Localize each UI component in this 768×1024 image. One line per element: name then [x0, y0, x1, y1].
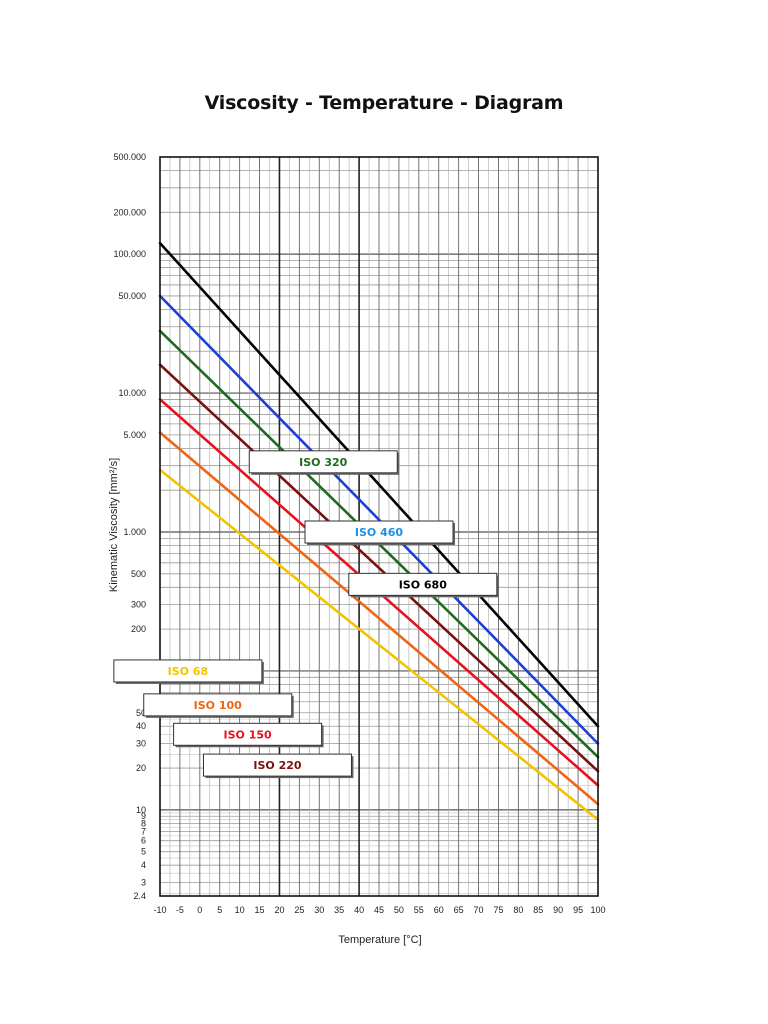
legend-box-frame — [113, 659, 263, 683]
y-tick-label: 300 — [131, 600, 146, 610]
legend-box-iso-68: ISO 68 — [113, 659, 264, 684]
chart-title: Viscosity - Temperature - Diagram — [204, 92, 564, 114]
series-line-iso-680 — [158, 241, 600, 728]
y-tick-label: 500 — [131, 569, 146, 579]
x-tick-label: 25 — [294, 905, 304, 915]
x-tick-label: 75 — [493, 905, 503, 915]
y-tick-label: 7 — [141, 826, 146, 836]
x-tick-label: 45 — [374, 905, 384, 915]
y-tick-label: 10 — [136, 805, 146, 815]
x-axis-label: Temperature [°C] — [338, 934, 421, 946]
x-tick-label: 5 — [217, 905, 222, 915]
legend-box-label: ISO 320 — [299, 456, 348, 469]
series-lines — [158, 241, 600, 822]
x-tick-label: 85 — [533, 905, 543, 915]
series-line-iso-68 — [158, 468, 600, 822]
x-tick-label: 100 — [590, 905, 605, 915]
y-tick-label: 5.000 — [123, 430, 146, 440]
y-tick-label: 6 — [141, 836, 146, 846]
y-tick-label: 10.000 — [118, 388, 146, 398]
y-tick-label: 9 — [141, 811, 146, 821]
y-tick-label: 5 — [141, 847, 146, 857]
x-tick-label: 10 — [235, 905, 245, 915]
series-line-iso-220 — [158, 363, 600, 773]
legend-box-frame — [143, 693, 293, 717]
legend-box-frame — [348, 572, 498, 596]
y-tick-label: 1.000 — [123, 527, 146, 537]
x-tick-label: 70 — [474, 905, 484, 915]
y-tick-label: 2.4 — [133, 891, 146, 901]
legend-box-frame — [248, 450, 398, 474]
x-tick-label: 15 — [255, 905, 265, 915]
y-tick-label: 40 — [136, 721, 146, 731]
x-tick-label: -10 — [153, 905, 166, 915]
y-tick-label: 20 — [136, 763, 146, 773]
legend-box-iso-320: ISO 320 — [248, 450, 400, 475]
legend-box-label: ISO 680 — [399, 578, 448, 591]
x-tick-labels: -10 -5 0 5 10 15 20 25 30 35 40 45 50 55 60 65 70 75 80 85 9… — [153, 905, 605, 915]
legend-box-label: ISO 150 — [224, 728, 273, 741]
legend-box-label: ISO 68 — [168, 665, 209, 678]
y-tick-label: 8 — [141, 818, 146, 828]
x-tick-label: 80 — [513, 905, 523, 915]
x-tick-label: 30 — [314, 905, 324, 915]
legend-box-label: ISO 460 — [355, 526, 404, 539]
legend-box-label: ISO 100 — [194, 699, 243, 712]
y-tick-label: 30 — [136, 739, 146, 749]
x-tick-label: 20 — [274, 905, 284, 915]
series-line-iso-460 — [158, 294, 600, 745]
y-tick-label: 50 — [136, 708, 146, 718]
x-tick-label: 95 — [573, 905, 583, 915]
y-tick-label: 500.000 — [113, 152, 146, 162]
legend-box-frame — [202, 753, 352, 777]
y-tick-label: 200.000 — [113, 207, 146, 217]
x-tick-label: 55 — [414, 905, 424, 915]
legend-box-iso-460: ISO 460 — [304, 520, 455, 546]
legend-box-iso-220: ISO 220 — [202, 753, 354, 779]
x-tick-label: 60 — [434, 905, 444, 915]
legend-box-iso-680: ISO 680 — [348, 572, 499, 598]
y-tick-label: 4 — [141, 860, 146, 870]
legend-box-frame — [304, 520, 454, 544]
legend-box-iso-150: ISO 150 — [173, 722, 324, 748]
x-tick-label: -5 — [176, 905, 184, 915]
plot-border — [159, 156, 599, 897]
y-tick-label: 200 — [131, 624, 146, 634]
legend-boxes: ISO 320 ISO 460 ISO 680 ISO 68 ISO 100 ISO 15… — [113, 450, 499, 779]
y-tick-label: 3 — [141, 878, 146, 888]
legend-box-label: ISO 220 — [253, 759, 302, 772]
x-tick-label: 0 — [197, 905, 202, 915]
x-tick-label: 90 — [553, 905, 563, 915]
x-tick-label: 65 — [454, 905, 464, 915]
legend-box-iso-100: ISO 100 — [143, 693, 294, 718]
plot-frame — [159, 156, 599, 897]
x-tick-label: 35 — [334, 905, 344, 915]
x-tick-label: 40 — [354, 905, 364, 915]
y-axis-label: Kinematic Viscosity [mm²/s] — [108, 458, 120, 592]
x-tick-label: 50 — [394, 905, 404, 915]
series-line-iso-100 — [158, 431, 600, 806]
legend-box-frame — [173, 722, 323, 746]
y-tick-label: 50.000 — [118, 291, 146, 301]
y-tick-label: 100.000 — [113, 249, 146, 259]
